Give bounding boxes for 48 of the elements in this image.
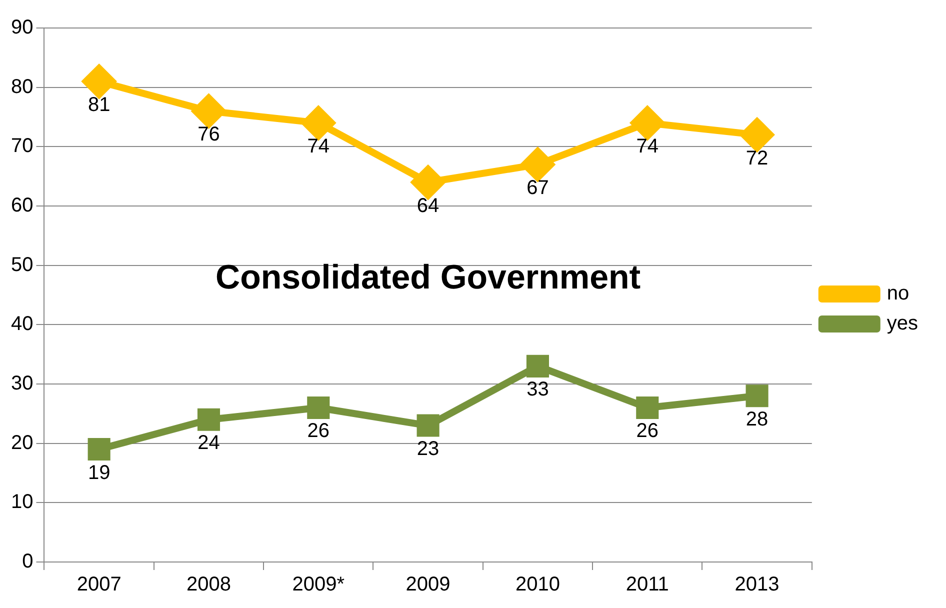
data-label: 33 xyxy=(526,378,549,401)
y-tick-label: 40 xyxy=(10,313,34,336)
data-label: 26 xyxy=(636,420,659,442)
data-label: 64 xyxy=(416,194,440,217)
y-tick-label: 10 xyxy=(10,491,34,514)
y-tick-label: 50 xyxy=(10,254,34,276)
y-tick-label: 60 xyxy=(10,194,34,217)
data-label: 76 xyxy=(198,124,220,146)
data-label: 23 xyxy=(416,438,440,460)
y-tick-label: 30 xyxy=(10,372,34,395)
text: Consolidated Government xyxy=(216,258,641,296)
x-tick-label: 2008 xyxy=(186,574,231,596)
y-tick-label: 70 xyxy=(10,135,34,158)
data-label: 74 xyxy=(307,135,330,158)
x-tick-label: 2011 xyxy=(626,574,669,596)
x-tick-label: 2007 xyxy=(76,574,122,596)
point xyxy=(197,408,220,431)
legend-label: no xyxy=(886,282,910,305)
point xyxy=(416,414,440,437)
data-label: 19 xyxy=(88,462,110,484)
data-label: 74 xyxy=(636,135,659,158)
point xyxy=(88,438,110,461)
point xyxy=(521,148,554,181)
y-tick-label: 20 xyxy=(10,432,34,454)
data-label: 72 xyxy=(746,147,768,170)
x-tick-label: 2010 xyxy=(515,574,560,596)
y-tick-label: 0 xyxy=(22,550,34,573)
point xyxy=(746,384,768,408)
data-label: 26 xyxy=(307,420,330,442)
point xyxy=(740,118,774,152)
legend-label: yes xyxy=(886,312,918,335)
point xyxy=(636,396,659,420)
point xyxy=(302,106,335,140)
data-label: 81 xyxy=(88,94,110,116)
x-tick-label: 2009* xyxy=(292,574,345,596)
data-label: 28 xyxy=(746,408,768,430)
y-tick-label: 90 xyxy=(10,16,34,39)
point xyxy=(630,106,664,140)
point xyxy=(192,94,226,128)
y-tick-label: 80 xyxy=(10,76,34,98)
x-tick-label: 2013 xyxy=(734,574,780,596)
point xyxy=(82,64,116,98)
point xyxy=(526,354,549,378)
x-tick-label: 2009 xyxy=(406,574,450,596)
point xyxy=(307,396,330,420)
data-label: 24 xyxy=(198,432,220,454)
data-label: 67 xyxy=(526,176,549,199)
point xyxy=(412,166,445,199)
